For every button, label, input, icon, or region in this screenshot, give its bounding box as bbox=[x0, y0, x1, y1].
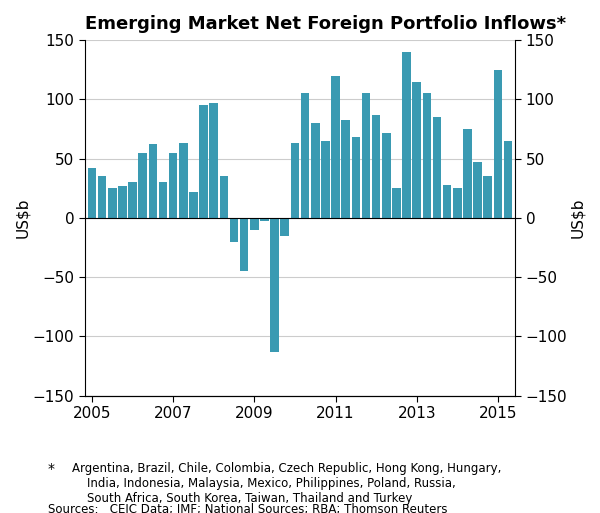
Bar bbox=[382, 132, 391, 218]
Bar bbox=[311, 123, 320, 218]
Bar bbox=[372, 115, 380, 218]
Bar bbox=[260, 218, 269, 222]
Bar bbox=[88, 168, 96, 218]
Y-axis label: US$b: US$b bbox=[15, 198, 30, 238]
Bar bbox=[240, 218, 248, 271]
Text: Argentina, Brazil, Chile, Colombia, Czech Republic, Hong Kong, Hungary,
    Indi: Argentina, Brazil, Chile, Colombia, Czec… bbox=[72, 462, 502, 505]
Bar bbox=[179, 143, 188, 218]
Bar bbox=[321, 141, 329, 218]
Bar bbox=[230, 218, 238, 242]
Bar bbox=[301, 93, 310, 218]
Bar bbox=[402, 52, 411, 218]
Text: Sources:   CEIC Data; IMF; National Sources; RBA; Thomson Reuters: Sources: CEIC Data; IMF; National Source… bbox=[48, 503, 448, 513]
Bar bbox=[128, 182, 137, 218]
Bar bbox=[139, 153, 147, 218]
Bar bbox=[433, 117, 442, 218]
Bar bbox=[443, 185, 451, 218]
Bar bbox=[250, 218, 259, 230]
Bar bbox=[341, 120, 350, 218]
Bar bbox=[504, 141, 512, 218]
Bar bbox=[108, 188, 116, 218]
Bar bbox=[362, 93, 370, 218]
Text: *: * bbox=[48, 462, 55, 476]
Bar bbox=[199, 105, 208, 218]
Bar bbox=[158, 182, 167, 218]
Bar bbox=[209, 103, 218, 218]
Bar bbox=[98, 176, 106, 218]
Bar bbox=[412, 82, 421, 218]
Bar bbox=[453, 188, 461, 218]
Bar bbox=[463, 129, 472, 218]
Bar bbox=[280, 218, 289, 235]
Bar bbox=[473, 162, 482, 218]
Bar bbox=[118, 186, 127, 218]
Text: Emerging Market Net Foreign Portfolio Inflows*: Emerging Market Net Foreign Portfolio In… bbox=[85, 15, 566, 33]
Bar bbox=[271, 218, 279, 352]
Bar bbox=[149, 144, 157, 218]
Bar bbox=[169, 153, 178, 218]
Bar bbox=[220, 176, 228, 218]
Bar bbox=[331, 75, 340, 218]
Bar bbox=[189, 192, 198, 218]
Bar bbox=[484, 176, 492, 218]
Y-axis label: US$b: US$b bbox=[570, 198, 585, 238]
Bar bbox=[392, 188, 401, 218]
Bar bbox=[494, 70, 502, 218]
Bar bbox=[290, 143, 299, 218]
Bar bbox=[422, 93, 431, 218]
Bar bbox=[352, 137, 360, 218]
